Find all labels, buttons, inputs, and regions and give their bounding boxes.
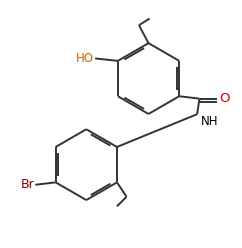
Text: NH: NH — [201, 115, 218, 128]
Text: Br: Br — [20, 178, 34, 191]
Text: O: O — [219, 92, 230, 105]
Text: HO: HO — [76, 52, 94, 65]
